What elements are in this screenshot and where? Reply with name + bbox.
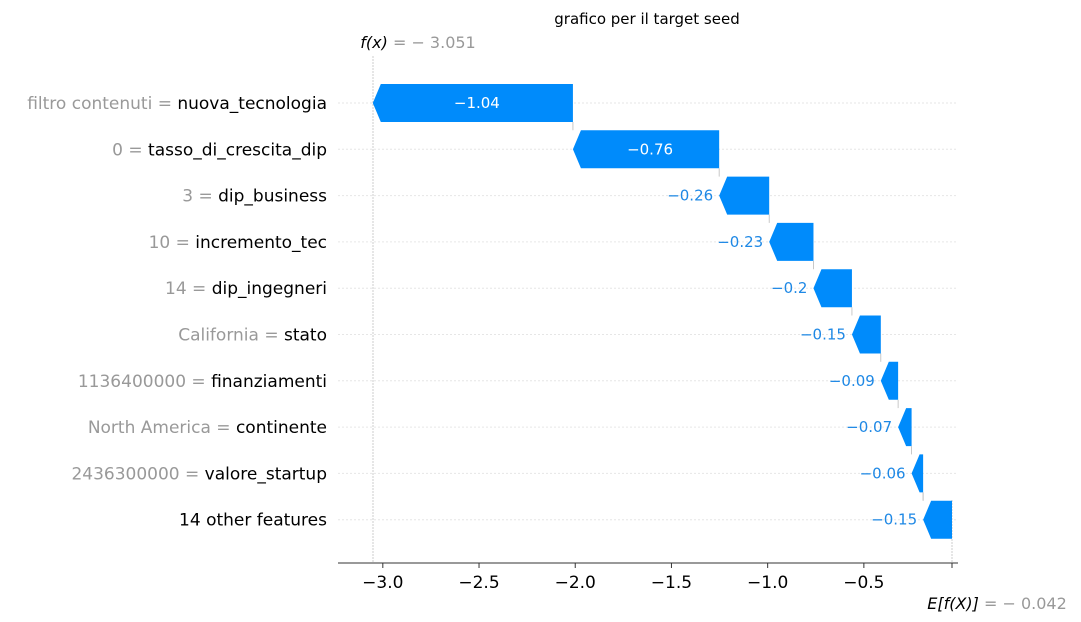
feature-name: tasso_di_crescita_dip <box>148 140 327 160</box>
feature-value: 3 = <box>182 187 218 207</box>
feature-name: incremento_tec <box>195 233 327 253</box>
x-tick-label: −1.5 <box>651 573 692 593</box>
bars-group: −1.04 −0.76 −0.26 −0.23 −0.2 −0.15 −0.09 −0.07 −… <box>372 84 952 539</box>
feature-label: 0 = tasso_di_crescita_dip <box>112 140 327 160</box>
x-axis: −3.0 −2.5 −2.0 −1.5 −1.0 −0.5 <box>338 562 958 593</box>
bar <box>923 500 952 539</box>
feature-label: 10 = incremento_tec <box>149 233 327 253</box>
fx-label: f(x) = − 3.051 <box>360 33 475 52</box>
feature-value: North America = <box>88 418 236 438</box>
x-tick-label: −3.0 <box>362 573 403 593</box>
feature-value: 14 = <box>165 279 212 299</box>
chart-title: grafico per il target seed <box>554 10 739 28</box>
feature-name: dip_ingegneri <box>212 279 327 299</box>
base-symbol: E[f(X)] <box>927 594 979 613</box>
base-value-label: E[f(X)] = − 0.042 <box>927 594 1067 613</box>
feature-label: California = stato <box>178 326 327 346</box>
bar <box>911 454 924 493</box>
bar <box>813 269 852 308</box>
bar-value-label: −0.09 <box>829 372 875 390</box>
bar-value-label: −0.26 <box>667 187 713 205</box>
x-tick-label: −2.5 <box>458 573 499 593</box>
bar <box>898 408 912 447</box>
feature-value: 2436300000 = <box>71 464 204 484</box>
feature-name: stato <box>284 326 327 346</box>
feature-name: finanziamenti <box>211 372 327 392</box>
row-gridlines <box>338 102 958 521</box>
feature-label: North America = continente <box>88 418 327 438</box>
feature-labels: filtro contenuti = nuova_tecnologia 0 = t… <box>27 94 327 531</box>
bar <box>372 84 573 122</box>
feature-value: 10 = <box>149 233 196 253</box>
bar <box>851 315 881 354</box>
feature-value: 0 = <box>112 140 148 160</box>
fx-value: = − 3.051 <box>388 33 476 52</box>
bar <box>572 130 720 169</box>
bar-value-label: −1.04 <box>454 94 500 112</box>
feature-name: 14 other features <box>179 511 327 531</box>
bar <box>769 222 814 261</box>
feature-value: filtro contenuti = <box>27 94 177 114</box>
bar-value-label: −0.07 <box>846 418 892 436</box>
x-tick-label: −1.0 <box>747 573 788 593</box>
x-tick-label: −0.5 <box>843 573 884 593</box>
base-value: = − 0.042 <box>979 594 1067 613</box>
feature-value: 1136400000 = <box>78 372 211 392</box>
feature-label: 1136400000 = finanziamenti <box>78 372 327 392</box>
feature-label: 14 other features <box>179 511 327 531</box>
feature-label: 14 = dip_ingegneri <box>165 279 327 299</box>
x-tick-label: −2.0 <box>555 573 596 593</box>
feature-value: California = <box>178 326 284 346</box>
feature-name: continente <box>236 418 327 438</box>
feature-label: filtro contenuti = nuova_tecnologia <box>27 94 327 114</box>
feature-label: 2436300000 = valore_startup <box>71 464 327 484</box>
fx-symbol: f(x) <box>360 33 388 52</box>
feature-name: valore_startup <box>205 464 327 484</box>
feature-name: nuova_tecnologia <box>177 94 327 114</box>
bar-value-label: −0.15 <box>871 511 917 529</box>
bar-value-label: −0.15 <box>800 326 846 344</box>
bar <box>719 176 770 215</box>
bar-value-label: −0.23 <box>717 233 763 251</box>
bar <box>880 361 899 400</box>
feature-name: dip_business <box>218 187 327 207</box>
bar-value-label: −0.06 <box>860 464 906 482</box>
feature-label: 3 = dip_business <box>182 187 327 207</box>
bar-value-label: −0.2 <box>771 279 807 297</box>
bar-value-label: −0.76 <box>627 140 673 158</box>
